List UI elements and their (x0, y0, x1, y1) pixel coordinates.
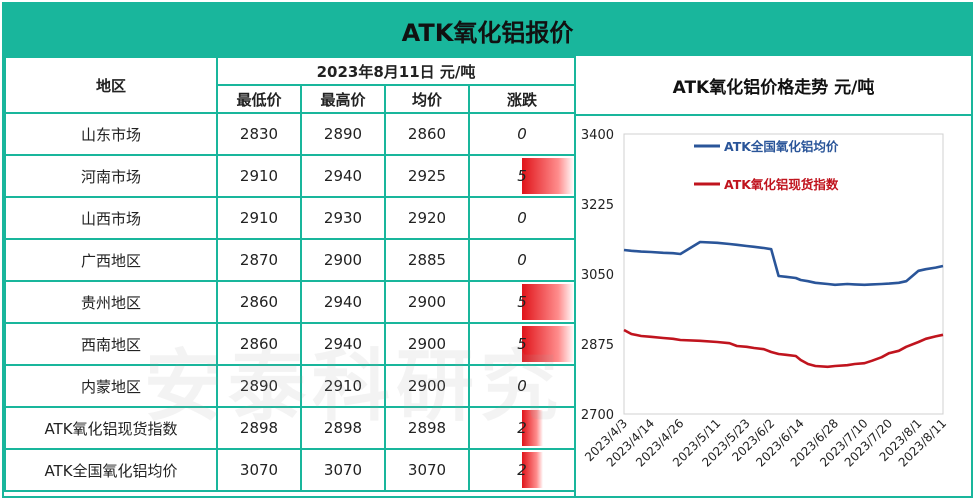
avg-header: 均价 (384, 84, 470, 114)
low-cell: 2890 (216, 364, 302, 408)
series-line-national-avg (623, 240, 944, 287)
table-row: 西南地区 2860 2940 2900 5 (4, 322, 577, 366)
change-value: 2 (517, 419, 527, 437)
low-header: 最低价 (216, 84, 302, 114)
low-cell: 2860 (216, 322, 302, 366)
region-cell: 贵州地区 (4, 280, 218, 324)
high-cell: 3070 (300, 448, 386, 492)
high-cell: 2898 (300, 406, 386, 450)
change-value: 5 (517, 335, 527, 353)
price-trend-chart: 270028753050322534002023/4/32023/4/14202… (581, 128, 949, 470)
table-row: ATK氧化铝现货指数 2898 2898 2898 2 (4, 406, 577, 450)
low-cell: 2860 (216, 280, 302, 324)
table-row: 山东市场 2830 2890 2860 0 (4, 112, 577, 156)
change-header: 涨跌 (467, 84, 577, 114)
change-databar (522, 326, 574, 362)
chart-panel: ATK氧化铝价格走势 元/吨 2700 2875 3050 3225 3400 2023/… (574, 56, 971, 496)
region-header: 地区 (4, 56, 218, 114)
low-cell: 2830 (216, 112, 302, 156)
region-cell: ATK氧化铝现货指数 (4, 406, 218, 450)
avg-cell: 2900 (384, 280, 470, 324)
change-databar (522, 284, 574, 320)
avg-cell: 3070 (384, 448, 470, 492)
change-value: 0 (517, 125, 527, 143)
change-value: 0 (517, 377, 527, 395)
region-cell: 山东市场 (4, 112, 218, 156)
change-cell: 0 (467, 364, 577, 408)
legend-label: ATK全国氧化铝均价 (724, 139, 839, 154)
y-tick-label: 2700 (581, 408, 614, 423)
low-cell: 2898 (216, 406, 302, 450)
y-tick-label: 2875 (581, 338, 614, 353)
y-tick-label: 3400 (581, 128, 614, 143)
change-cell: 2 (467, 448, 577, 492)
high-cell: 2940 (300, 154, 386, 198)
avg-cell: 2885 (384, 238, 470, 282)
plot-area (623, 133, 944, 415)
change-value: 0 (517, 209, 527, 227)
series-line-spot-index (623, 328, 944, 369)
table-row: 广西地区 2870 2900 2885 0 (4, 238, 577, 282)
legend-label: ATK氧化铝现货指数 (724, 177, 839, 192)
high-header: 最高价 (300, 84, 386, 114)
low-cell: 3070 (216, 448, 302, 492)
change-cell: 5 (467, 154, 577, 198)
change-cell: 2 (467, 406, 577, 450)
low-cell: 2870 (216, 238, 302, 282)
avg-cell: 2898 (384, 406, 470, 450)
change-databar (522, 452, 543, 488)
table-row: ATK全国氧化铝均价 3070 3070 3070 2 (4, 448, 577, 492)
table-row: 内蒙地区 2890 2910 2900 0 (4, 364, 577, 408)
high-cell: 2940 (300, 280, 386, 324)
low-cell: 2910 (216, 154, 302, 198)
high-cell: 2940 (300, 322, 386, 366)
table-row: 贵州地区 2860 2940 2900 5 (4, 280, 577, 324)
change-cell: 5 (467, 322, 577, 366)
change-databar (522, 410, 543, 446)
region-cell: 内蒙地区 (4, 364, 218, 408)
y-tick-label: 3050 (581, 268, 614, 283)
table-row: 山西市场 2910 2930 2920 0 (4, 196, 577, 240)
page-title: ATK氧化铝报价 (4, 4, 971, 56)
high-cell: 2900 (300, 238, 386, 282)
price-table: 地区 2023年8月11日 元/吨 最低价 最高价 均价 涨跌 山东市场 2830… (4, 56, 577, 492)
change-value: 5 (517, 293, 527, 311)
change-cell: 0 (467, 238, 577, 282)
avg-cell: 2925 (384, 154, 470, 198)
high-cell: 2930 (300, 196, 386, 240)
avg-cell: 2860 (384, 112, 470, 156)
chart-title: ATK氧化铝价格走势 元/吨 (576, 56, 971, 116)
change-value: 0 (517, 251, 527, 269)
region-cell: 山西市场 (4, 196, 218, 240)
low-cell: 2910 (216, 196, 302, 240)
y-tick-label: 3225 (581, 198, 614, 213)
avg-cell: 2900 (384, 322, 470, 366)
change-cell: 0 (467, 196, 577, 240)
change-value: 5 (517, 167, 527, 185)
region-cell: 广西地区 (4, 238, 218, 282)
region-cell: 河南市场 (4, 154, 218, 198)
high-cell: 2910 (300, 364, 386, 408)
change-cell: 0 (467, 112, 577, 156)
avg-cell: 2900 (384, 364, 470, 408)
region-cell: ATK全国氧化铝均价 (4, 448, 218, 492)
change-cell: 5 (467, 280, 577, 324)
region-cell: 西南地区 (4, 322, 218, 366)
table-row: 河南市场 2910 2940 2925 5 (4, 154, 577, 198)
avg-cell: 2920 (384, 196, 470, 240)
date-header: 2023年8月11日 元/吨 (215, 56, 577, 86)
change-value: 2 (517, 461, 527, 479)
change-databar (522, 158, 574, 194)
high-cell: 2890 (300, 112, 386, 156)
